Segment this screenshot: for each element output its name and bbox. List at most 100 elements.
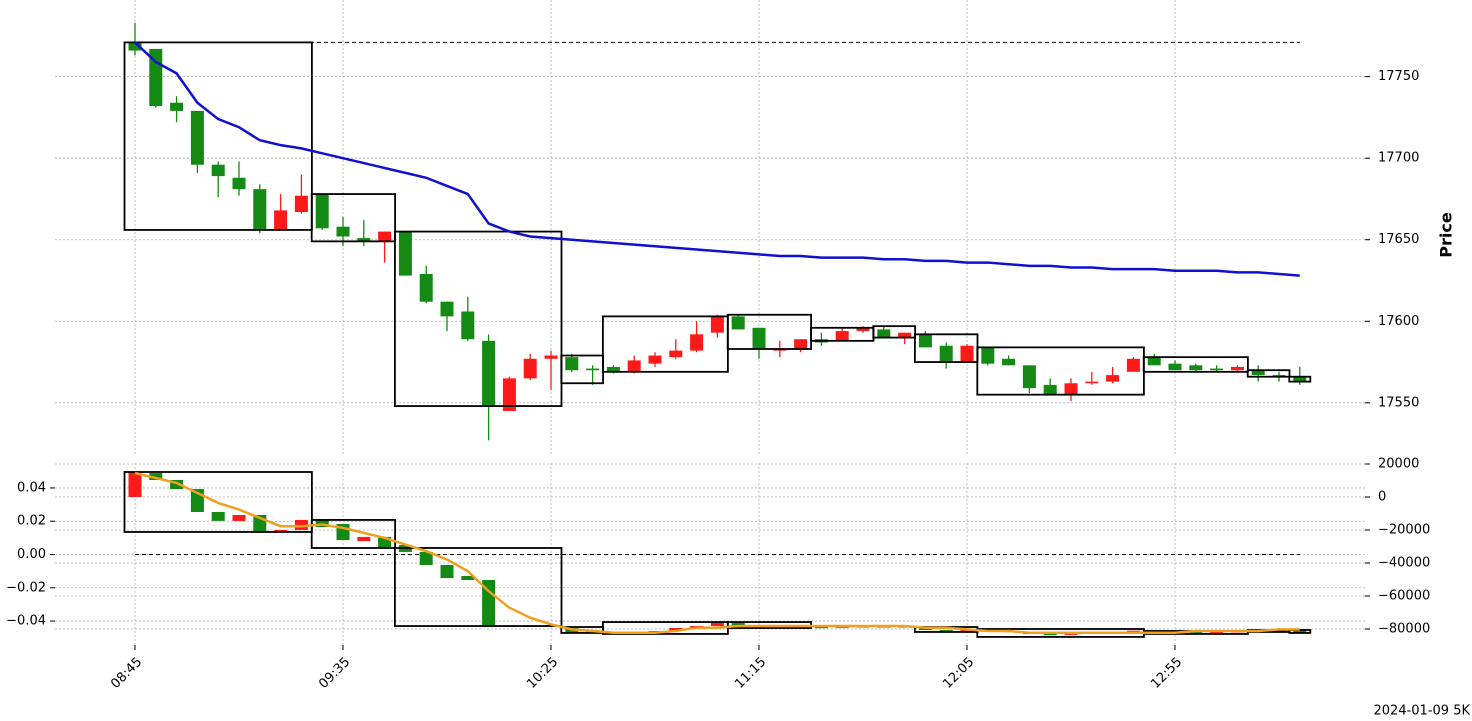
candle-body bbox=[1022, 365, 1036, 389]
candle-body bbox=[856, 327, 870, 332]
y-tick-label: 17750 bbox=[1378, 69, 1419, 84]
zone-box bbox=[1246, 369, 1291, 378]
candle-body bbox=[1002, 358, 1016, 366]
candle-body bbox=[877, 329, 891, 338]
candle-body bbox=[128, 42, 142, 51]
candle-body bbox=[1064, 632, 1078, 635]
candle-body bbox=[336, 226, 350, 237]
candle-body bbox=[315, 194, 329, 229]
candle-body bbox=[149, 473, 163, 480]
candle-body bbox=[1126, 630, 1140, 632]
y-tick-label: −0.04 bbox=[6, 614, 46, 629]
candle-body bbox=[794, 339, 808, 349]
candle-body bbox=[502, 378, 516, 411]
zone-box bbox=[872, 325, 916, 339]
zone-box bbox=[1142, 356, 1249, 373]
candle-body bbox=[482, 579, 496, 628]
zone-box bbox=[393, 547, 563, 627]
candle-body bbox=[1210, 631, 1224, 634]
y-tick-label: 17650 bbox=[1378, 232, 1419, 247]
candle-body bbox=[274, 529, 288, 532]
candle-body bbox=[1168, 363, 1182, 371]
y-tick-label: 20000 bbox=[1378, 456, 1419, 471]
candle-body bbox=[1126, 358, 1140, 372]
candle-body bbox=[918, 334, 932, 348]
candle-body bbox=[606, 366, 620, 372]
y-tick-label: −60000 bbox=[1378, 588, 1430, 603]
candle-body bbox=[170, 479, 184, 490]
zone-box bbox=[976, 346, 1145, 396]
zone-box bbox=[393, 230, 563, 407]
candle-body bbox=[752, 327, 766, 349]
candle-body bbox=[294, 195, 308, 213]
x-tick-label: 12:55 bbox=[1148, 655, 1185, 692]
candle-body bbox=[419, 273, 433, 302]
zone-box bbox=[310, 519, 397, 549]
candle-body bbox=[170, 102, 184, 111]
y-tick-label: −40000 bbox=[1378, 555, 1430, 570]
x-tick-label: 10:25 bbox=[524, 655, 561, 692]
candle-body bbox=[981, 347, 995, 364]
y-tick-label: −20000 bbox=[1378, 522, 1430, 537]
candle-body bbox=[690, 334, 704, 351]
y-tick-label: 17550 bbox=[1378, 395, 1419, 410]
zone-box bbox=[123, 471, 313, 533]
x-tick-label: 08:45 bbox=[108, 655, 145, 692]
candle-body bbox=[378, 536, 392, 547]
candle-body bbox=[939, 345, 953, 363]
candle-body bbox=[1210, 368, 1224, 371]
candle-body bbox=[274, 210, 288, 230]
candle-body bbox=[482, 340, 496, 407]
candle-body bbox=[939, 629, 953, 632]
candle-body bbox=[440, 301, 454, 317]
x-tick-label: 11:15 bbox=[732, 655, 769, 692]
candle-body bbox=[190, 110, 204, 165]
candle-body bbox=[669, 628, 683, 631]
candle-body bbox=[814, 627, 828, 629]
candle-body bbox=[586, 368, 600, 371]
y-tick-label: −0.02 bbox=[6, 580, 46, 595]
candle-body bbox=[1064, 383, 1078, 395]
candle-body bbox=[1106, 375, 1120, 382]
candle-body bbox=[731, 316, 745, 330]
candle-body bbox=[461, 576, 475, 580]
candle-body bbox=[1043, 633, 1057, 636]
y-tick-label: 17600 bbox=[1378, 314, 1419, 329]
candle-body bbox=[898, 332, 912, 338]
candle-body bbox=[398, 231, 412, 276]
candle-body bbox=[648, 355, 662, 364]
candle-body bbox=[128, 471, 142, 497]
candle-body bbox=[710, 623, 724, 627]
candle-body bbox=[627, 360, 641, 372]
candle-body bbox=[523, 358, 537, 379]
y-tick-label: 0 bbox=[1378, 489, 1386, 504]
candle-body bbox=[565, 357, 579, 371]
moving-average-line bbox=[134, 41, 1300, 277]
y-tick-label: 0.02 bbox=[17, 514, 46, 529]
candle-body bbox=[710, 316, 724, 333]
candle-body bbox=[211, 164, 225, 177]
y-tick-label: −80000 bbox=[1378, 621, 1430, 636]
candle-body bbox=[357, 238, 371, 242]
candle-body bbox=[440, 564, 454, 579]
candle-body bbox=[1251, 370, 1265, 376]
candle-body bbox=[731, 623, 745, 627]
x-tick-label: 09:35 bbox=[316, 655, 353, 692]
date-label: 2024-01-09 5K bbox=[1374, 704, 1471, 719]
candle-body bbox=[1293, 629, 1307, 633]
candle-body bbox=[1147, 357, 1161, 366]
candle-body bbox=[1085, 381, 1099, 384]
zone-box bbox=[1288, 375, 1312, 383]
candle-body bbox=[1043, 384, 1057, 395]
candle-body bbox=[960, 345, 974, 363]
candle-body bbox=[544, 355, 558, 359]
zone-box bbox=[602, 315, 729, 373]
zone-box bbox=[310, 193, 397, 243]
moving-average-line bbox=[134, 471, 1300, 634]
y-tick-label: 17700 bbox=[1378, 151, 1419, 166]
candle-body bbox=[232, 177, 246, 190]
candle-body bbox=[294, 519, 308, 530]
zone-box bbox=[123, 41, 313, 231]
candle-body bbox=[835, 331, 849, 341]
